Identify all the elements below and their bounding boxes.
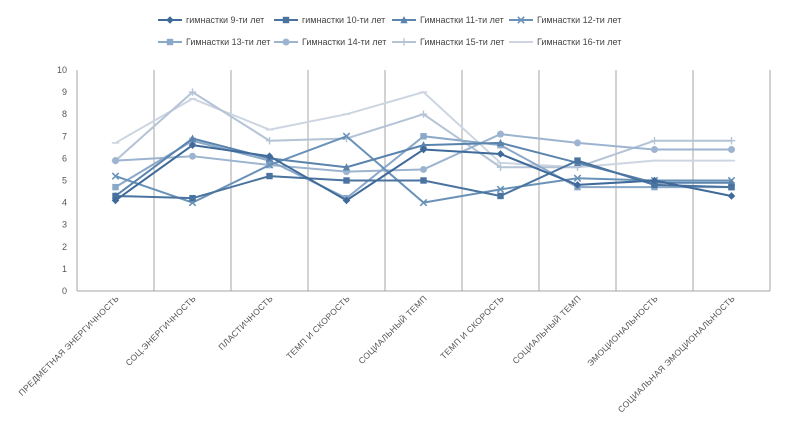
y-tick-label: 2 — [62, 242, 67, 252]
legend-label: Гимнастки 16-ти лет — [537, 37, 621, 47]
data-point — [496, 150, 505, 158]
data-point — [166, 38, 174, 46]
data-point — [727, 137, 736, 145]
data-point — [189, 194, 196, 202]
data-point — [574, 157, 581, 164]
x-tick-label: ТЕМП И СКОРОСТЬ — [284, 293, 352, 361]
data-point — [728, 183, 735, 191]
y-tick-label: 6 — [62, 153, 67, 163]
x-tick-label: ПЛАСТИЧНОСТЬ — [216, 293, 275, 352]
data-point — [342, 132, 351, 141]
legend-entry: Гимнастки 14-ти лет — [274, 37, 386, 47]
x-tick-label: СОЦ.ЭНЕРГИЧНОСТЬ — [123, 293, 198, 368]
data-point — [650, 176, 659, 185]
data-point — [265, 137, 274, 145]
y-tick-label: 3 — [62, 220, 67, 230]
data-point — [420, 165, 427, 173]
data-point — [112, 192, 119, 200]
legend-label: Гимнастки 12-ти лет — [537, 15, 621, 25]
data-point — [189, 152, 196, 160]
x-axis: ПРЕДМЕТНАЯ ЭНЕРГИЧНОСТЬ СОЦ.ЭНЕРГИЧНОСТЬ П… — [16, 290, 770, 415]
data-point — [728, 146, 735, 154]
data-point — [496, 163, 505, 171]
data-point — [266, 172, 273, 180]
legend-entry: гимнастки 9-ти лет — [158, 15, 264, 25]
data-point — [497, 192, 504, 200]
data-point — [574, 139, 581, 147]
data-point — [496, 138, 505, 147]
x-tick-label: СОЦИАЛЬНЫЙ ТЕМП — [510, 293, 583, 366]
data-point — [420, 177, 427, 184]
y-axis: 0 1 2 3 4 5 6 7 8 9 10 — [57, 65, 67, 296]
data-point — [188, 134, 197, 142]
data-point — [419, 110, 428, 118]
legend-label: Гимнастки 13-ти лет — [186, 37, 270, 47]
series-layer — [111, 88, 736, 207]
data-point — [112, 157, 119, 165]
data-point — [112, 183, 119, 191]
legend-label: Гимнастки 14-ти лет — [302, 37, 386, 47]
data-point — [188, 141, 197, 149]
data-point — [111, 172, 120, 180]
legend-label: гимнастки 9-ти лет — [186, 15, 264, 25]
legend: гимнастки 9-ти лет гимнастки 10-ти лет Гим… — [158, 15, 621, 47]
data-point — [419, 141, 428, 149]
data-point — [650, 137, 659, 145]
data-point — [651, 146, 658, 154]
legend-entry: Гимнастки 13-ти лет — [158, 37, 270, 47]
data-point — [400, 16, 408, 24]
legend-label: Гимнастки 15-ти лет — [420, 37, 504, 47]
data-point — [727, 192, 736, 200]
data-point — [419, 145, 428, 154]
y-tick-label: 0 — [62, 286, 67, 296]
legend-entry: Гимнастки 15-ти лет — [392, 37, 504, 47]
legend-entry: Гимнастки 11-ти лет — [392, 15, 504, 25]
series-line — [111, 141, 736, 205]
data-point — [342, 163, 351, 171]
y-tick-label: 8 — [62, 109, 67, 119]
data-point — [343, 177, 350, 184]
legend-entry: Гимнастки 12-ти лет — [509, 15, 621, 25]
y-tick-label: 1 — [62, 264, 67, 274]
series-line — [112, 157, 735, 202]
series-path — [114, 91, 732, 169]
y-tick-label: 7 — [62, 131, 67, 141]
x-tick-label: ПРЕДМЕТНАЯ ЭНЕРГИЧНОСТЬ — [16, 293, 121, 398]
data-point — [651, 181, 658, 189]
data-point — [420, 133, 427, 140]
series-path — [115, 91, 732, 169]
data-point — [342, 196, 351, 205]
data-point — [282, 16, 290, 24]
data-point — [166, 16, 174, 24]
series-line — [111, 91, 736, 169]
legend-entry: гимнастки 10-ти лет — [274, 15, 385, 25]
y-tick-label: 9 — [62, 87, 67, 97]
legend-label: Гимнастки 11-ти лет — [420, 15, 504, 25]
legend-label: гимнастки 10-ти лет — [302, 15, 385, 25]
x-tick-label: СОЦИАЛЬНЫЙ ТЕМП — [356, 293, 429, 366]
data-point — [573, 181, 582, 189]
data-point — [111, 196, 120, 205]
data-point — [573, 174, 582, 183]
data-point — [400, 38, 408, 46]
data-point — [496, 185, 505, 194]
data-point — [265, 152, 274, 160]
data-point — [282, 38, 290, 46]
y-tick-label: 10 — [57, 65, 67, 75]
y-tick-label: 4 — [62, 198, 67, 208]
x-tick-label: ЭМОЦИОНАЛЬНОСТЬ — [585, 293, 660, 368]
data-point — [419, 198, 428, 207]
data-point — [188, 88, 197, 96]
data-point — [265, 161, 274, 169]
data-point — [497, 130, 504, 138]
data-point — [517, 16, 525, 24]
x-tick-label: ТЕМП И СКОРОСТЬ — [438, 293, 506, 361]
y-tick-label: 5 — [62, 176, 67, 186]
legend-entry: Гимнастки 16-ти лет — [509, 37, 621, 47]
